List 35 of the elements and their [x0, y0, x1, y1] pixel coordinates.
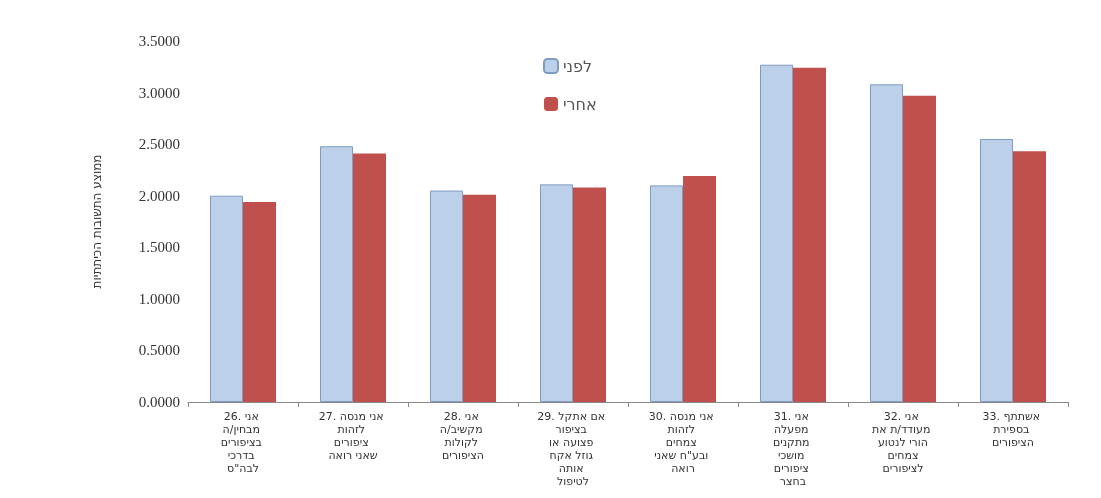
x-tick-label: 26. אני מבחין/ה בציפורים בדרכי לבה"ס [220, 410, 266, 475]
x-tick-label: 32. אני מעודד/ת את הורי לנטוע צמחים לציפורים [872, 410, 934, 475]
y-tick-label: 0.5000 [138, 342, 180, 359]
bar [463, 194, 496, 402]
bar [870, 84, 903, 402]
y-tick-label: 1.0000 [138, 290, 180, 307]
bar [430, 190, 463, 402]
bar [573, 187, 606, 402]
bar [1013, 151, 1046, 402]
bar [903, 95, 936, 402]
y-tick-label: 2.0000 [138, 187, 180, 204]
bar [980, 138, 1013, 402]
x-tick-label: 28. אני מקשיב/ה לקולות הציפורים [439, 410, 487, 462]
bar [650, 185, 683, 402]
bar [353, 153, 386, 402]
bar [320, 146, 353, 402]
legend-label: לפני [563, 56, 593, 76]
x-tick-label: 30. אני מנסה לזהות צמחים ובע"ח שאני רואה [648, 410, 718, 475]
legend-label: אחרי [563, 94, 597, 114]
x-tick-label: 33. אשתתף בספירת הציפורים [982, 410, 1044, 449]
bar [760, 64, 793, 402]
bar [210, 195, 243, 402]
y-tick-label: 0.0000 [138, 394, 180, 410]
bar [540, 184, 573, 402]
x-tick-label: 27. אני מנסה לזהות ציפורים שאני רואה [318, 410, 388, 462]
y-tick-label: 3.0000 [138, 84, 180, 101]
y-axis-title: ממוצע התשובות הכיתתיות [90, 154, 104, 289]
y-tick-label: 3.5000 [138, 33, 180, 49]
bar [793, 67, 826, 402]
y-tick-label: 2.5000 [138, 136, 180, 153]
x-tick-label: 31. אני מפעלה מתקנים מושכי ציפורים בחצר [772, 410, 814, 488]
bar [243, 201, 276, 402]
y-tick-label: 1.5000 [138, 239, 180, 256]
x-tick-label: 29. אם אתקל בציפור פצועה או גוזל אקח אותה לטיפול [537, 410, 609, 488]
bar [683, 176, 716, 402]
